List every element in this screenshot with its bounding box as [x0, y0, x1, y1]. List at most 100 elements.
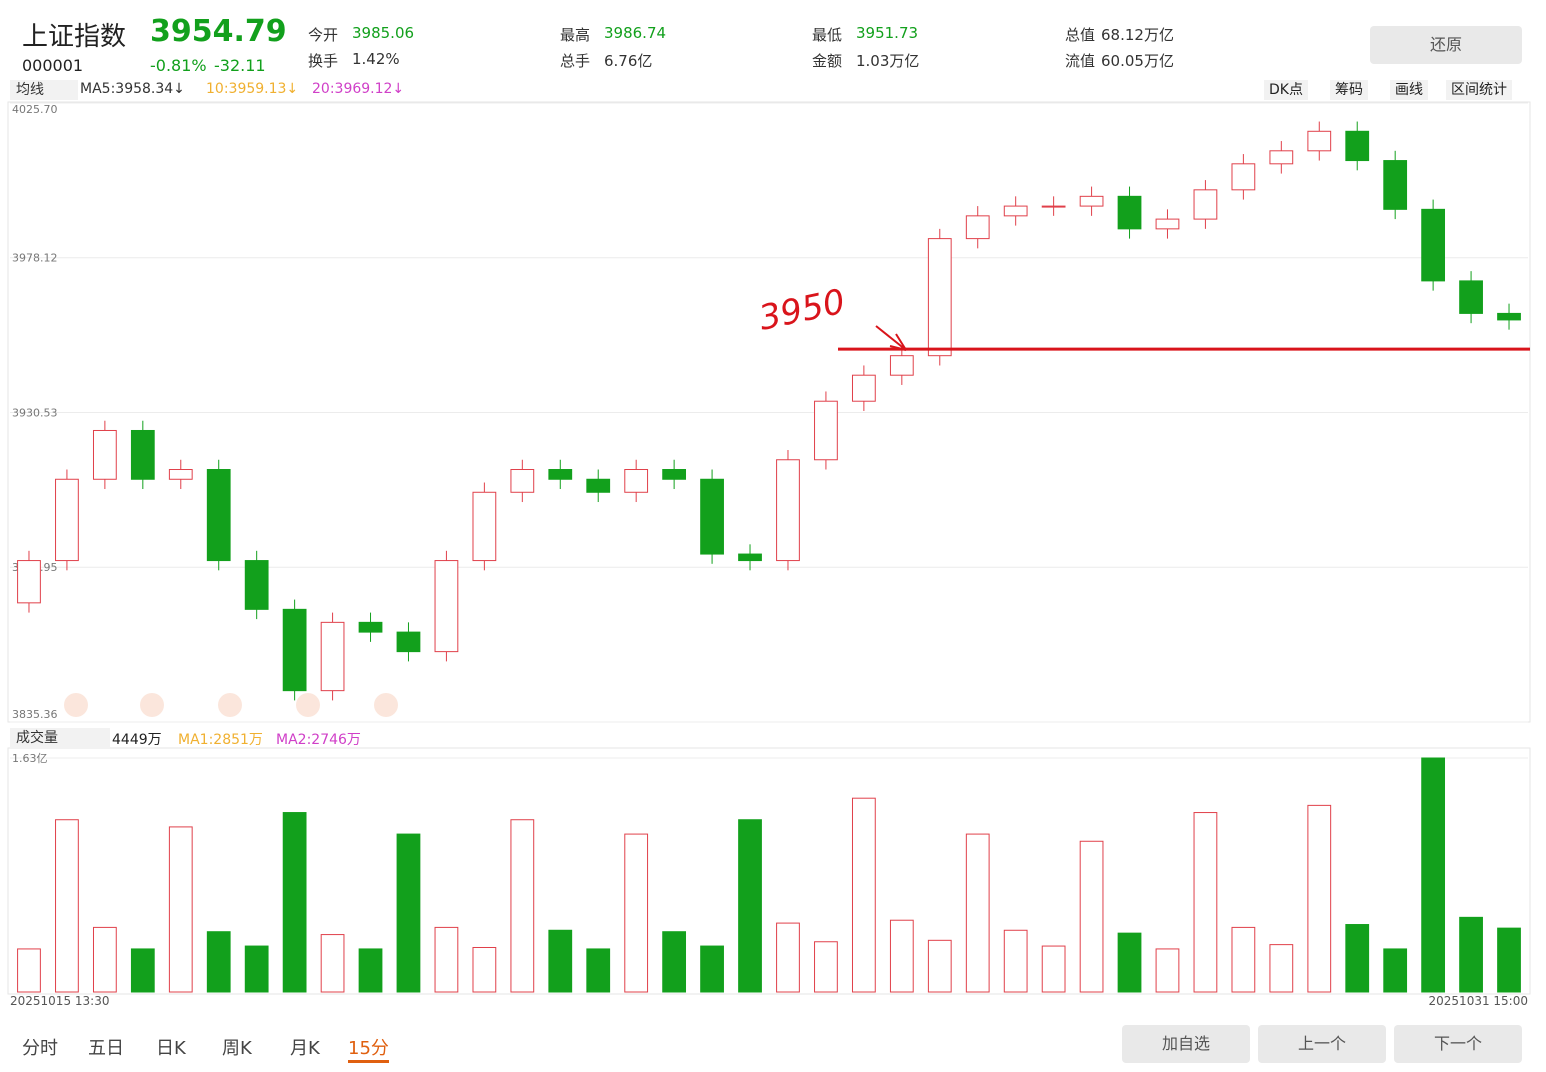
candle-body: [1269, 150, 1294, 165]
period-tab[interactable]: 五日: [88, 1038, 124, 1059]
candle-body: [1155, 218, 1180, 230]
volume-bar: [434, 926, 459, 993]
annotation-arrow: [875, 325, 907, 351]
volume-bar: [548, 929, 573, 993]
volume-bar: [1421, 757, 1446, 993]
volume-bar: [1041, 945, 1066, 993]
candle-body: [282, 608, 307, 692]
candle-body: [624, 469, 649, 493]
y-tick-label: 3930.53: [12, 407, 58, 420]
candle-body: [548, 469, 573, 480]
period-tab[interactable]: 周K: [222, 1038, 252, 1059]
zoom-button[interactable]: [140, 693, 164, 717]
bottom-button[interactable]: 加自选: [1122, 1025, 1250, 1063]
restore-button[interactable]: 还原: [1370, 26, 1522, 64]
change-pct: -0.81%: [150, 56, 207, 75]
ma-select[interactable]: 均线: [10, 80, 78, 100]
candle-body: [662, 469, 687, 480]
period-tab[interactable]: 日K: [156, 1038, 186, 1059]
volume-bar: [851, 797, 876, 993]
y-tick-label: 3978.12: [12, 252, 58, 265]
index-name: 上证指数: [22, 22, 127, 52]
volume-bar: [510, 819, 535, 993]
candle-body: [434, 560, 459, 653]
volume-bar: [168, 826, 193, 993]
candle-body: [396, 631, 421, 653]
tool-button[interactable]: 画线: [1390, 80, 1428, 100]
zoom-button[interactable]: [64, 693, 88, 717]
stat-label: 换手: [308, 52, 339, 70]
volume-bar: [396, 833, 421, 993]
candle-body: [586, 478, 611, 493]
candle-body: [130, 429, 155, 480]
volume-bar: [1345, 924, 1370, 993]
volume-bar: [1117, 932, 1142, 993]
volume-bar: [1307, 804, 1332, 993]
zoom-button[interactable]: [218, 693, 242, 717]
stat-value: 6.76亿: [604, 52, 653, 70]
volume-ma1: MA1:2851万: [178, 732, 263, 748]
candle-body: [17, 560, 41, 604]
candle-body: [1117, 195, 1142, 230]
x-start: 20251015 13:30: [10, 994, 110, 1008]
volume-bar: [55, 819, 79, 993]
candle-body: [1421, 208, 1446, 282]
tool-button[interactable]: DK点: [1264, 80, 1308, 100]
stat-value: 60.05万亿: [1101, 52, 1174, 70]
tool-button[interactable]: 区间统计: [1446, 80, 1512, 100]
stat-label: 总手: [560, 52, 591, 70]
zoom-button[interactable]: [374, 693, 398, 717]
candle-body: [1079, 195, 1104, 207]
candle-body: [1497, 312, 1521, 321]
stat-label: 最低: [812, 26, 843, 44]
volume-bar: [130, 948, 155, 993]
candle-body: [1041, 205, 1066, 208]
candle-body: [92, 429, 117, 480]
bottom-button[interactable]: 下一个: [1394, 1025, 1522, 1063]
period-tab[interactable]: 月K: [290, 1038, 320, 1059]
candle-body: [206, 469, 231, 562]
stat-value: 3986.74: [604, 24, 667, 42]
period-tab[interactable]: 15分: [348, 1034, 389, 1063]
volume-bar: [282, 812, 307, 993]
stat-label: 金额: [812, 52, 843, 70]
stat-value: 1.03万亿: [856, 52, 920, 70]
period-tab[interactable]: 分时: [22, 1038, 58, 1059]
volume-bar: [738, 819, 762, 993]
volume-bar: [1383, 948, 1408, 993]
volume-bar: [700, 945, 724, 993]
y-tick-label: 3835.36: [12, 708, 58, 721]
volume-bar: [889, 919, 914, 993]
zoom-button[interactable]: [296, 693, 320, 717]
candle-body: [1383, 160, 1408, 210]
volume-bar: [206, 931, 231, 993]
chart: 4025.703978.123930.533882.953835.3639501…: [7, 101, 1531, 995]
volume-bar: [662, 931, 687, 993]
stat-value: 1.42%: [352, 50, 400, 68]
volume-bar: [244, 945, 269, 993]
tool-button[interactable]: 筹码: [1330, 80, 1368, 100]
x-end: 20251031 15:00: [1428, 994, 1528, 1008]
candle-body: [927, 238, 952, 357]
change: -32.11: [214, 56, 266, 75]
volume-bar: [92, 926, 117, 993]
stat-value: 3985.06: [352, 24, 415, 42]
bottom-button[interactable]: 上一个: [1258, 1025, 1386, 1063]
candle-body: [776, 459, 800, 562]
candle-body: [1003, 205, 1028, 217]
volume-select[interactable]: 成交量: [10, 728, 110, 748]
volume-bar: [776, 922, 800, 993]
candle-body: [851, 374, 876, 402]
candle-body: [1345, 130, 1370, 162]
volume-bar: [17, 948, 41, 993]
candle-body: [472, 491, 497, 562]
price: 3954.79: [150, 14, 287, 49]
candle-body: [55, 478, 79, 562]
stat-value: 3951.73: [856, 24, 919, 42]
stat-label: 今开: [308, 26, 339, 44]
volume-bar: [472, 946, 497, 993]
candle-body: [889, 355, 914, 376]
candle-body: [510, 469, 535, 493]
ma5: MA5:3958.34↓: [80, 81, 185, 97]
